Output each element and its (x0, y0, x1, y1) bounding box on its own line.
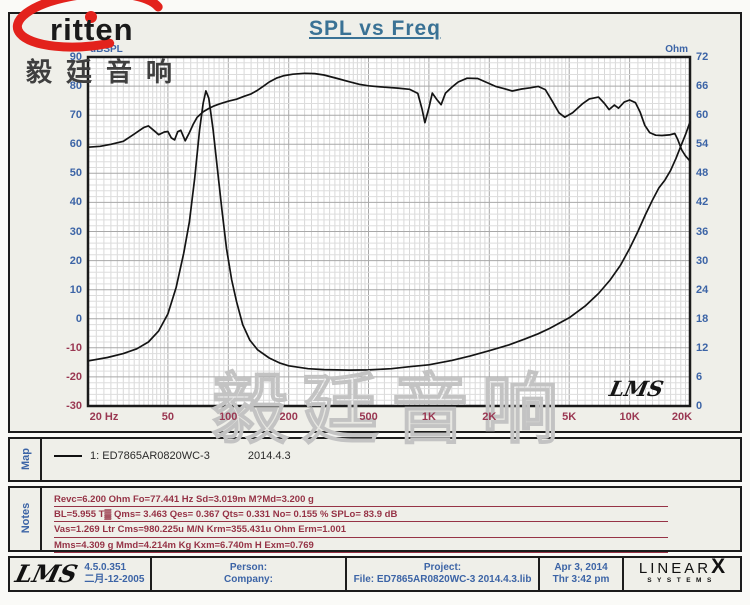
project-label: Project: (423, 562, 462, 573)
y-right-tick-label: 6 (696, 370, 703, 383)
legend-series-name: 1: ED7865AR0820WC-3 (90, 450, 210, 462)
y-right-tick-label: 54 (696, 138, 709, 151)
y-right-tick-label: 48 (696, 167, 709, 180)
y-left-tick-label: -10 (66, 341, 82, 354)
y-left-tick-label: 30 (69, 225, 82, 238)
y-right-tick-label: 30 (696, 254, 709, 267)
x-tick-label: 1K (421, 411, 436, 423)
notes-lines: Revc=6.200 Ohm Fo=77.441 Hz Sd=3.019m M?… (54, 492, 668, 553)
y-left-tick-label: 80 (69, 80, 82, 93)
company-label: Company: (224, 574, 273, 585)
notes-section: Notes Revc=6.200 Ohm Fo=77.441 Hz Sd=3.0… (8, 486, 742, 553)
brand-logo: ritten (12, 0, 192, 56)
x-tick-label: 200 (279, 411, 298, 423)
logo-swoosh-icon (12, 0, 163, 52)
linearx-sub: SYSTEMS (647, 577, 717, 584)
page-title: SPL vs Freq (309, 17, 441, 40)
x-tick-label: 20K (671, 411, 693, 423)
left-axis-unit-label: dBSPL (90, 44, 123, 55)
note-line: Vas=1.269 Ltr Cms=980.225u M/N Krm=355.4… (54, 522, 668, 538)
y-right-tick-label: 18 (696, 312, 709, 325)
report-date: Apr 3, 2014 (554, 562, 608, 573)
legend-line-sample (54, 455, 82, 458)
y-left-tick-label: 0 (75, 312, 82, 325)
footer-person-cell: Person: Company: (152, 558, 347, 590)
person-label: Person: (229, 562, 268, 573)
x-tick-label: 5K (562, 411, 577, 423)
map-section: Map 1: ED7865AR0820WC-3 2014.4.3 (8, 437, 742, 482)
y-left-tick-label: 90 (69, 51, 82, 63)
y-right-tick-label: 12 (696, 341, 709, 354)
x-tick-label: 20 Hz (89, 411, 119, 423)
y-left-tick-label: 10 (69, 283, 82, 296)
x-tick-label: 500 (359, 411, 378, 423)
footer-bar: LMS 4.5.0.351 二月-12-2005 Person: Company… (8, 556, 742, 592)
x-tick-label: 100 (219, 411, 238, 423)
y-right-tick-label: 0 (696, 400, 703, 412)
note-line: Revc=6.200 Ohm Fo=77.441 Hz Sd=3.019m M?… (54, 492, 668, 508)
app-version-date: 二月-12-2005 (84, 574, 145, 585)
y-right-tick-label: 60 (696, 109, 709, 122)
y-left-tick-label: -30 (66, 400, 82, 412)
legend-row: 1: ED7865AR0820WC-3 2014.4.3 (54, 450, 291, 462)
note-line: BL=5.955 T▓ Qms= 3.463 Qes= 0.367 Qts= 0… (54, 507, 668, 523)
file-line: File: ED7865AR0820WC-3 2014.4.3.lib (353, 574, 532, 585)
legend-date: 2014.4.3 (247, 450, 291, 462)
lms-inplot-logo: LMS (607, 376, 666, 401)
y-right-tick-label: 36 (696, 225, 709, 238)
footer-linearx-cell: LINEARX SYSTEMS (624, 555, 740, 590)
linearx-logo: LINEARX (638, 555, 726, 578)
app-version: 4.5.0.351 (84, 562, 127, 573)
x-tick-label: 10K (619, 411, 640, 423)
right-axis-unit-label: Ohm (665, 44, 688, 55)
footer-datetime-cell: Apr 3, 2014 Thr 3:42 pm (540, 558, 624, 590)
y-left-tick-label: 20 (69, 254, 82, 267)
footer-version-cell: LMS 4.5.0.351 二月-12-2005 (10, 558, 152, 590)
report-time: Thr 3:42 pm (552, 574, 610, 585)
y-left-tick-label: 70 (69, 109, 82, 122)
note-line: Mms=4.309 g Mmd=4.214m Kg Kxm=6.740m H E… (54, 538, 668, 553)
y-left-tick-label: 40 (69, 196, 82, 209)
y-right-tick-label: 42 (696, 196, 709, 209)
notes-strip: Notes (10, 488, 42, 550)
y-left-tick-label: 60 (69, 138, 82, 151)
brand-cn-text: 毅廷音响 (26, 57, 187, 87)
logo-wordmark: ritten (50, 12, 134, 47)
footer-project-cell: Project: File: ED7865AR0820WC-3 2014.4.3… (347, 558, 540, 590)
map-strip: Map (10, 439, 42, 480)
y-left-tick-label: -20 (66, 370, 82, 383)
x-tick-label: 2K (482, 411, 497, 423)
watermark-cn-text: 毅廷音响 (211, 367, 572, 454)
y-left-tick-label: 50 (69, 167, 82, 180)
y-right-tick-label: 72 (696, 51, 709, 63)
x-tick-label: 50 (161, 411, 174, 423)
y-right-tick-label: 24 (696, 283, 709, 296)
y-right-tick-label: 66 (696, 80, 709, 93)
